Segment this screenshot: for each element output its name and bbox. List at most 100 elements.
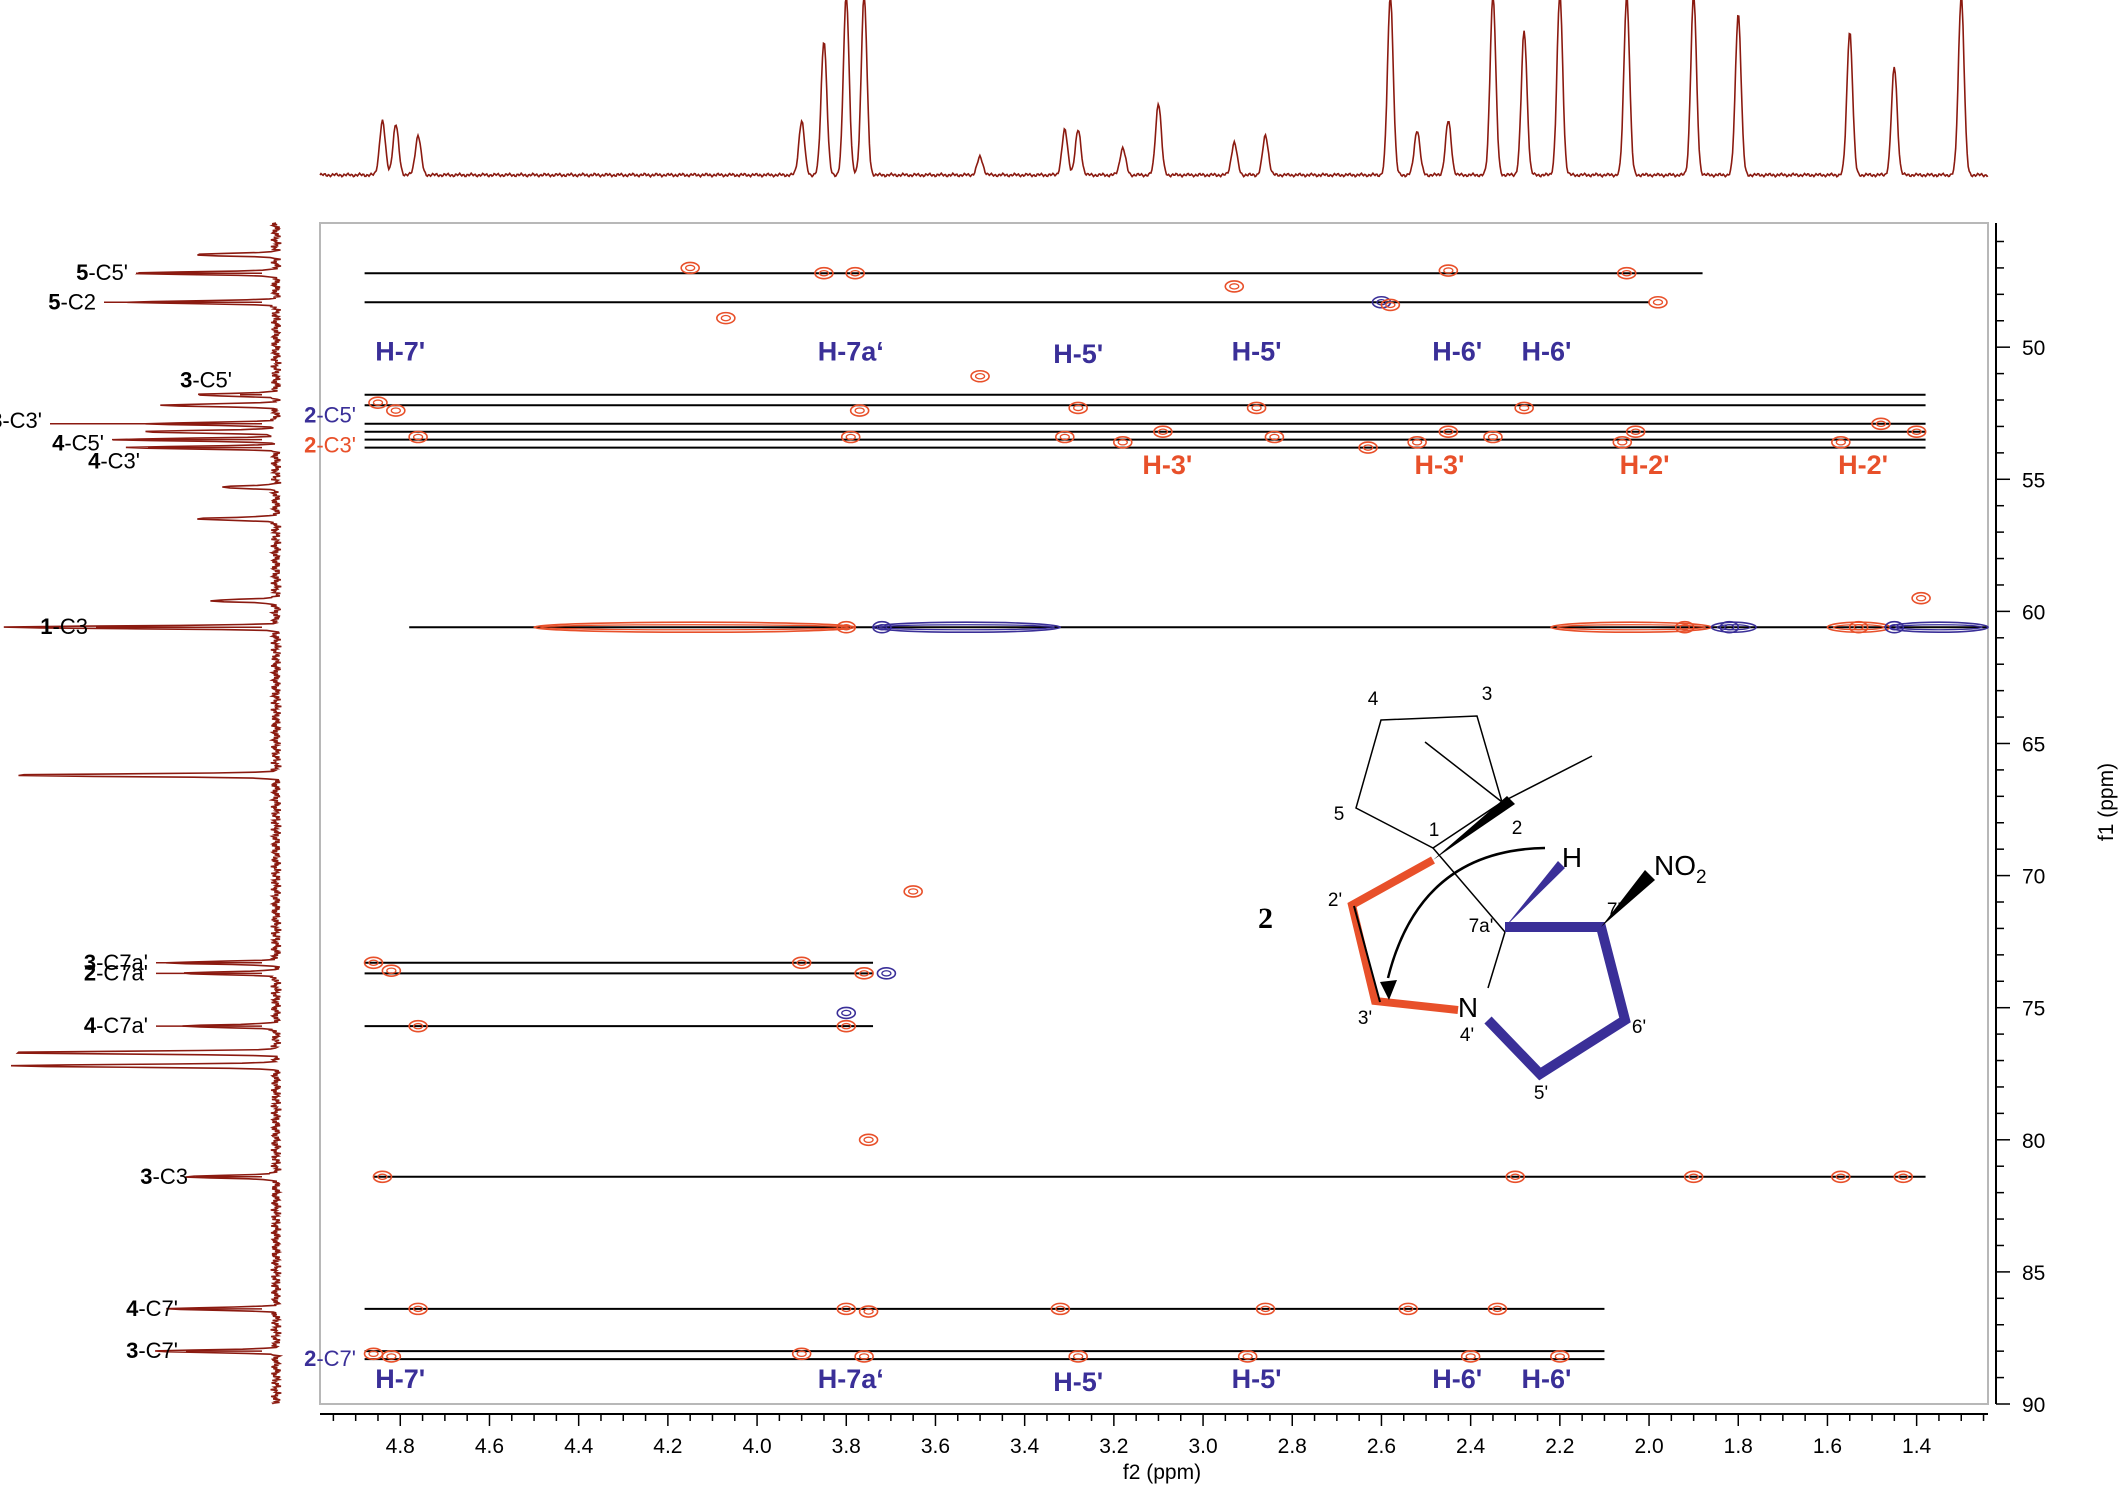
atom-label-no2: NO2 <box>1654 850 1707 888</box>
cross-peak-inner <box>1510 1173 1521 1181</box>
cross-peak <box>1911 591 1931 605</box>
cross-peak <box>791 956 812 970</box>
atom-label-5: 5 <box>1334 804 1345 825</box>
cross-peak <box>1050 1302 1071 1316</box>
blue-ring-path <box>1484 922 1631 1081</box>
carbon-correlation-lines <box>364 272 1988 1361</box>
carbon-label: 4-C7' <box>126 1296 178 1321</box>
cross-peak <box>1648 295 1668 309</box>
correlation-streak-inner <box>539 624 850 631</box>
cross-peak <box>970 369 990 383</box>
spiro-bond-right <box>1501 755 1593 803</box>
y-tick-label: 50 <box>2022 337 2045 360</box>
proton-annotations: H-7' H-7a‘ H-5' H-5' H-6' H-6' H-3' H-3' H-2' H-2… <box>375 336 1888 1396</box>
carbon-label-atom: -C3 <box>153 1164 188 1189</box>
x-tick-label: 4.0 <box>742 1435 771 1458</box>
cross-peak-inner <box>796 959 807 967</box>
cross-peak-inner <box>1621 269 1632 277</box>
carbon-label: 2-C3' <box>304 433 356 458</box>
compound-number: 2 <box>1258 902 1273 935</box>
cross-peak-inner <box>1898 1173 1909 1181</box>
cross-peak <box>840 430 861 444</box>
cross-peak <box>1625 425 1646 439</box>
carbon-label-atom: -C7a' <box>96 1013 148 1038</box>
carbon-label: 2-C5' <box>304 402 356 427</box>
x-tick-label: 2.2 <box>1545 1435 1574 1458</box>
carbon-label: 4-C7a' <box>84 1013 148 1038</box>
cross-peak <box>716 311 736 325</box>
proton-annotation: H-5' <box>1232 1364 1282 1394</box>
correlation-streak-inner <box>1895 624 1983 631</box>
cross-peak <box>1848 620 1869 634</box>
cross-peak-inner <box>845 433 856 441</box>
plot-frame <box>319 222 1989 1405</box>
y-tick-label: 70 <box>2022 866 2045 889</box>
proton-annotation: H-6' <box>1432 1364 1482 1394</box>
proton-annotation: H-6' <box>1432 336 1482 366</box>
atom-label-1: 1 <box>1429 820 1440 841</box>
carbon-label: 5-C5' <box>76 260 128 285</box>
cross-peak-inner <box>1242 1353 1253 1360</box>
cross-peak <box>1438 425 1459 439</box>
carbon-label-atom: -C7a' <box>96 950 148 975</box>
cross-peak <box>372 1170 393 1184</box>
proton-annotation: H-7' <box>375 1364 425 1394</box>
cross-peak-inner <box>1835 439 1846 446</box>
carbon-label-atom: -C5' <box>192 368 232 393</box>
cross-peak-inner <box>863 1136 874 1144</box>
atom-label-h: H <box>1562 842 1582 873</box>
cross-peak-inner <box>412 1305 424 1313</box>
cross-peak-inner <box>1652 299 1664 306</box>
proton-annotation: H-2' <box>1838 450 1888 480</box>
cross-peak <box>836 620 857 634</box>
cross-peak-inner <box>1269 433 1280 441</box>
cross-peak-inner <box>841 1022 852 1030</box>
cross-peak-inner <box>858 970 870 977</box>
cross-peak <box>1505 1170 1526 1184</box>
carbon-label-compound: 5 <box>76 260 88 285</box>
cross-peak-inner <box>412 1022 424 1030</box>
spiro-bond-left <box>1424 741 1503 803</box>
carbon-label-compound: 4 <box>126 1296 139 1321</box>
cross-peak <box>1055 430 1075 444</box>
carbon-label-atom: -C3 <box>53 614 88 639</box>
y-axis-label: f1 (ppm) <box>2095 763 2118 841</box>
carbon-label-atom: -C5' <box>88 260 128 285</box>
carbon-label-compound: 2 <box>304 402 316 427</box>
cross-peak-inner <box>854 407 865 414</box>
cross-peak <box>1831 1170 1851 1184</box>
carbon-label-compound: 4 <box>88 449 101 474</box>
cross-peak-inner <box>1465 1353 1476 1360</box>
cross-peak <box>1380 298 1401 312</box>
cross-peak-inner <box>372 399 384 406</box>
cross-peak-inner <box>1875 420 1887 428</box>
cross-peak <box>849 404 870 417</box>
y-tick-label: 55 <box>2022 469 2045 492</box>
cross-peak-inner <box>881 970 892 977</box>
cross-peak-inner <box>1492 1305 1503 1313</box>
x-tick-label: 3.4 <box>1010 1435 1040 1458</box>
y-axis: 50 55 60 65 70 75 80 85 90 <box>1995 223 2045 1417</box>
cross-peak-inner <box>1554 1353 1566 1360</box>
carbon-label-atom: -C5' <box>64 431 104 456</box>
carbon-label-atom: -C7' <box>138 1296 178 1321</box>
atom-label-5prime: 5' <box>1534 1083 1548 1104</box>
carbon-label-atom: -C3' <box>100 449 140 474</box>
cross-peak <box>1153 425 1173 439</box>
cross-peak <box>1906 425 1927 439</box>
cross-peak <box>408 1019 428 1033</box>
proton-annotation: H-6' <box>1522 336 1572 366</box>
cross-peak <box>845 266 865 280</box>
cross-peak <box>1612 435 1633 449</box>
x-tick-label: 1.6 <box>1813 1435 1842 1458</box>
cross-peak <box>1264 430 1285 444</box>
cross-peak <box>1483 430 1503 444</box>
cross-peak-inner <box>974 372 986 380</box>
correlation-streak-inner <box>878 624 1055 631</box>
proton-annotation: H-6' <box>1522 1364 1572 1394</box>
carbon-label: 4-C3' <box>88 449 140 474</box>
proton-annotation: H-7a‘ <box>818 1364 884 1394</box>
cross-peak-inner <box>796 1350 807 1358</box>
cross-peak <box>876 967 897 980</box>
cross-peak-inner <box>368 959 379 967</box>
